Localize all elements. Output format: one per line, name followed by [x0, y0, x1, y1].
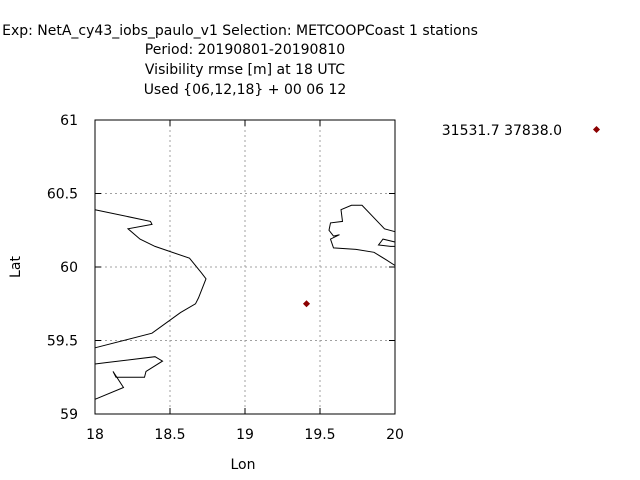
- title-line-1: Exp: NetA_cy43_iobs_paulo_v1 Selection: …: [2, 23, 478, 39]
- chart-title: Exp: NetA_cy43_iobs_paulo_v1 Selection: …: [2, 23, 478, 98]
- y-tick-label: 59: [60, 407, 78, 423]
- data-point: [302, 300, 311, 308]
- x-tick-label: 18: [86, 427, 104, 443]
- legend: 31531.7 37838.0: [442, 123, 601, 139]
- coastline: [94, 209, 207, 349]
- coastline: [94, 356, 164, 400]
- x-tick-label: 20: [386, 427, 404, 443]
- x-tick-label: 18.5: [154, 427, 185, 443]
- x-axis-label: Lon: [231, 457, 256, 473]
- y-tick-label: 60.5: [47, 187, 78, 203]
- y-tick-label: 61: [60, 113, 78, 129]
- y-tick-label: 60: [60, 260, 78, 276]
- legend-marker: [592, 125, 601, 134]
- coastline: [377, 238, 396, 247]
- x-tick-label: 19: [236, 427, 254, 443]
- grid-lines: [95, 120, 395, 414]
- title-line-3: Visibility rmse [m] at 18 UTC: [145, 62, 345, 78]
- x-tick-labels: 18 18.5 19 19.5 20: [86, 427, 404, 443]
- coastline: [328, 204, 396, 266]
- y-axis-label: Lat: [8, 256, 24, 278]
- x-tick-label: 19.5: [304, 427, 335, 443]
- y-tick-labels: 59 59.5 60 60.5 61: [47, 113, 78, 423]
- data-points: [302, 300, 311, 308]
- legend-label: 31531.7 37838.0: [442, 123, 562, 139]
- axis-ticks: [94, 119, 396, 415]
- y-tick-label: 59.5: [47, 334, 78, 350]
- title-line-2: Period: 20190801-20190810: [145, 42, 345, 58]
- title-line-4: Used {06,12,18} + 00 06 12: [144, 82, 347, 98]
- coastline-group: [94, 204, 396, 400]
